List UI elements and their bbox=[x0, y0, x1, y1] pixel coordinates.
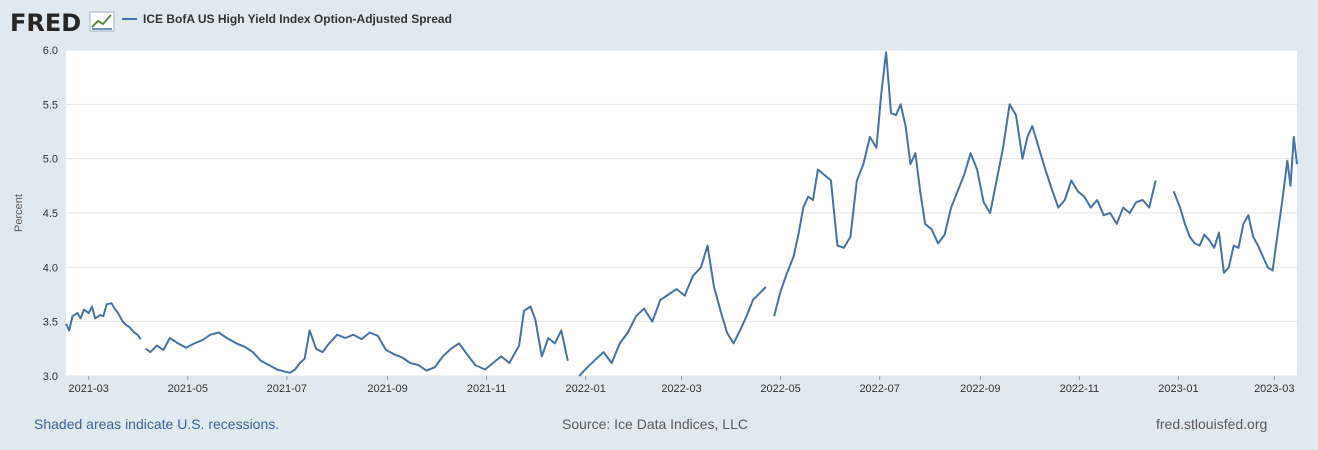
source-text: Source: Ice Data Indices, LLC bbox=[562, 416, 748, 432]
y-tick-label: 5.5 bbox=[43, 99, 58, 111]
series-line-segment bbox=[65, 302, 142, 340]
site-link[interactable]: fred.stlouisfed.org bbox=[1156, 416, 1268, 432]
x-axis-ticks: 2021-03 2021-05 2021-07 2021-09 2021-11 2022-… bbox=[69, 376, 1294, 395]
recession-note-link[interactable]: Shaded areas indicate U.S. recessions. bbox=[34, 416, 280, 432]
x-tick-label: 2021-11 bbox=[467, 383, 507, 395]
y-axis-ticks: 3.0 3.5 4.0 4.5 5.0 5.5 6.0 bbox=[43, 45, 58, 383]
x-tick-label: 2022-05 bbox=[760, 383, 800, 395]
series-line-segment bbox=[145, 305, 569, 374]
series-line-segment bbox=[1172, 135, 1298, 274]
y-tick-label: 6.0 bbox=[43, 45, 58, 57]
x-tick-label: 2021-05 bbox=[168, 383, 208, 395]
x-tick-label: 2023-03 bbox=[1254, 383, 1294, 395]
legend-label: ICE BofA US High Yield Index Option-Adju… bbox=[143, 12, 452, 26]
x-tick-label: 2023-01 bbox=[1158, 383, 1198, 395]
legend: ICE BofA US High Yield Index Option-Adju… bbox=[122, 12, 452, 26]
series-line-segment bbox=[578, 244, 767, 377]
x-tick-label: 2021-03 bbox=[69, 383, 109, 395]
series-group bbox=[65, 51, 1298, 377]
x-tick-label: 2022-07 bbox=[859, 383, 899, 395]
x-tick-label: 2022-09 bbox=[960, 383, 1000, 395]
x-tick-label: 2022-03 bbox=[661, 383, 701, 395]
fred-logo-text: FRED bbox=[10, 9, 81, 37]
fred-chart-icon bbox=[89, 11, 115, 32]
x-tick-label: 2021-09 bbox=[367, 383, 407, 395]
x-tick-label: 2022-01 bbox=[565, 383, 605, 395]
y-tick-label: 3.0 bbox=[43, 371, 58, 383]
y-tick-label: 3.5 bbox=[43, 317, 58, 329]
x-tick-label: 2021-07 bbox=[267, 383, 307, 395]
y-tick-label: 4.5 bbox=[43, 208, 58, 220]
y-axis-label: Percent bbox=[13, 194, 25, 232]
y-tick-label: 4.0 bbox=[43, 262, 58, 274]
fred-logo[interactable]: FRED bbox=[10, 9, 115, 37]
y-tick-label: 5.0 bbox=[43, 154, 58, 166]
series-line-segment bbox=[773, 51, 1157, 317]
x-tick-label: 2022-11 bbox=[1060, 383, 1100, 395]
